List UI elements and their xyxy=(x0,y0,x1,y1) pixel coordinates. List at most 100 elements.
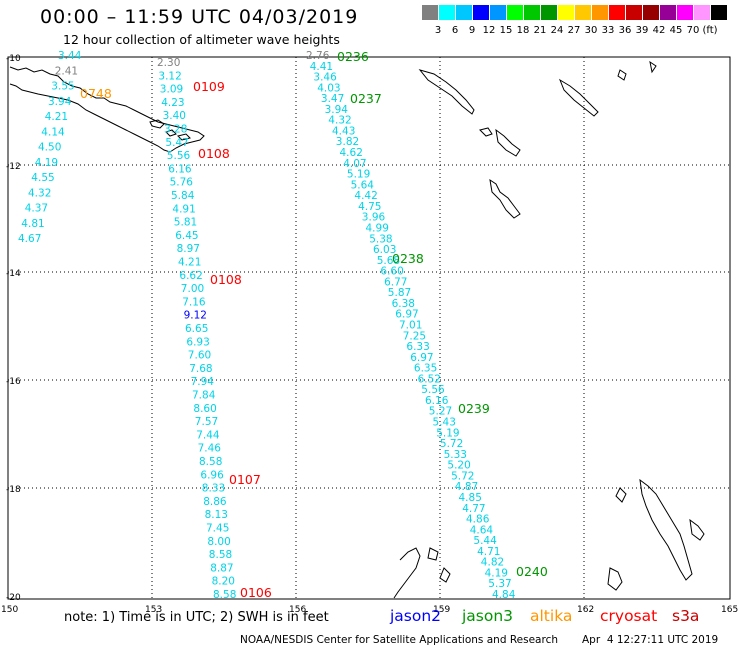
wave-height-value: 8.58 xyxy=(199,456,222,468)
coastline-new-caledonia-east xyxy=(639,478,705,581)
wave-height-value: 5.38 xyxy=(369,233,392,245)
wave-height-value: 5.87 xyxy=(388,287,411,299)
lon-tick-label: 150 xyxy=(1,605,18,615)
wave-height-value: 3.46 xyxy=(313,72,337,84)
lat-tick-label: -16 xyxy=(6,377,21,387)
wave-height-value: 5.72 xyxy=(440,438,463,450)
lat-lon-grid xyxy=(8,57,730,599)
scale-label: 30 xyxy=(584,25,598,36)
wave-height-value: 9.12 xyxy=(184,310,207,322)
wave-height-value: 7.45 xyxy=(206,523,229,535)
wave-height-value: 7.68 xyxy=(189,363,212,375)
scale-swatch xyxy=(575,5,591,20)
wave-height-value: 4.99 xyxy=(366,223,389,235)
pass-time-label: 0238 xyxy=(392,251,424,266)
wave-height-value: 6.97 xyxy=(410,352,433,364)
wave-height-value: 5.33 xyxy=(444,449,467,461)
wave-height-value: 4.32 xyxy=(328,115,351,127)
wave-height-value: 4.42 xyxy=(354,190,377,202)
wave-height-value: 3.12 xyxy=(158,70,181,82)
coastline-south-reefs xyxy=(393,487,627,599)
wave-height-value: 6.93 xyxy=(186,336,209,348)
scale-swatch xyxy=(592,5,608,20)
credit-line: NOAA/NESDIS Center for Satellite Applica… xyxy=(240,634,558,646)
wave-height-value: 7.94 xyxy=(191,376,215,388)
wave-height-value: 3.82 xyxy=(336,136,359,148)
scale-swatch xyxy=(660,5,676,20)
scale-swatch xyxy=(643,5,659,20)
wave-height-value: 4.85 xyxy=(459,492,482,504)
wave-height-value: 3.09 xyxy=(160,84,183,96)
scale-swatch xyxy=(456,5,472,20)
wave-height-value: 4.84 xyxy=(492,589,516,601)
wave-height-value: 3.55 xyxy=(51,81,74,93)
wave-height-value: 4.71 xyxy=(477,546,500,558)
wave-height-value: 5.20 xyxy=(447,460,470,472)
wave-height-value: 4.21 xyxy=(178,257,201,269)
wave-height-value: 6.03 xyxy=(373,244,396,256)
wave-height-value: 5.37 xyxy=(488,578,511,590)
wave-height-value: 5.47 xyxy=(165,137,188,149)
wave-height-value: 4.62 xyxy=(340,147,363,159)
coastline-new-ireland xyxy=(418,69,475,115)
wave-height-value: 3.96 xyxy=(362,212,386,224)
wave-height-value: 6.16 xyxy=(425,395,449,407)
wave-height-value: 8.60 xyxy=(193,403,216,415)
generated-timestamp: Apr 4 12:27:11 UTC 2019 xyxy=(582,634,719,646)
lat-tick-label: -14 xyxy=(6,269,21,279)
map-frame xyxy=(7,56,731,600)
scale-swatch xyxy=(626,5,642,20)
scale-label: 24 xyxy=(550,25,564,36)
scale-label: 15 xyxy=(499,25,513,36)
wave-height-value: 3.28 xyxy=(164,124,187,136)
scale-swatch xyxy=(507,5,523,20)
pass-time-label: 0237 xyxy=(350,91,382,106)
wave-height-value: 5.27 xyxy=(429,406,452,418)
scale-label: 27 xyxy=(567,25,581,36)
satellite-legend-entry: cryosat xyxy=(600,607,658,625)
lat-tick-label: -20 xyxy=(6,593,21,603)
wave-height-value: 4.03 xyxy=(317,82,340,94)
coastline-louisiade-islands xyxy=(149,119,191,141)
scale-swatch xyxy=(694,5,710,20)
wave-height-value: 6.38 xyxy=(392,298,415,310)
scale-swatch xyxy=(473,5,489,20)
coastlines xyxy=(9,60,705,599)
wave-height-value: 6.77 xyxy=(384,276,407,288)
wave-height-value: 8.97 xyxy=(177,243,200,255)
wave-height-value: 4.19 xyxy=(35,157,58,169)
scale-swatch xyxy=(609,5,625,20)
scale-label: 9 xyxy=(468,25,476,36)
wave-height-value: 8.00 xyxy=(207,536,230,548)
scale-swatch xyxy=(558,5,574,20)
wave-height-value: 7.25 xyxy=(403,330,426,342)
wave-height-value: 6.96 xyxy=(200,469,224,481)
wave-height-value: 7.46 xyxy=(198,443,222,455)
scale-label: 21 xyxy=(533,25,547,36)
pass-time-label: 0107 xyxy=(229,472,261,487)
wave-height-value: 2.41 xyxy=(55,65,78,77)
wave-height-value: 4.82 xyxy=(481,557,504,569)
wave-height-value: 8.13 xyxy=(205,509,228,521)
wave-height-value: 8.58 xyxy=(213,589,236,601)
wave-height-value: 6.62 xyxy=(179,270,202,282)
wave-height-value: 8.87 xyxy=(210,562,233,574)
scale-swatch xyxy=(711,5,727,20)
wave-height-value: 6.65 xyxy=(185,323,208,335)
lon-tick-label: 156 xyxy=(289,605,306,615)
wave-height-value: 4.67 xyxy=(18,233,41,245)
wave-height-value: 5.19 xyxy=(347,169,370,181)
scale-label: 6 xyxy=(451,25,459,36)
scale-swatch xyxy=(422,5,438,20)
wave-height-value: 4.86 xyxy=(466,514,490,526)
pass-time-label: 0108 xyxy=(210,272,242,287)
wave-height-value: 4.23 xyxy=(161,97,184,109)
wave-height-value: 6.33 xyxy=(406,341,429,353)
lat-tick-label: -12 xyxy=(6,162,21,172)
wave-height-value: 3.40 xyxy=(163,110,186,122)
wave-height-value: 4.91 xyxy=(172,203,195,215)
satellite-legend-entry: s3a xyxy=(672,607,700,625)
wave-height-value: 4.41 xyxy=(310,61,333,73)
wave-height-value: 5.56 xyxy=(421,384,445,396)
wave-height-value: 4.37 xyxy=(25,203,48,215)
